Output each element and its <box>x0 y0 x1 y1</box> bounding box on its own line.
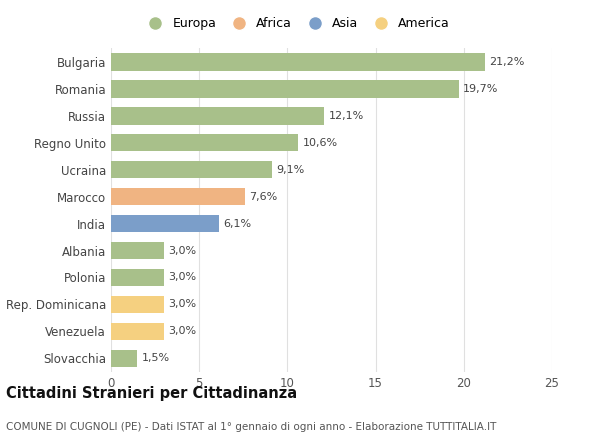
Text: 9,1%: 9,1% <box>276 165 304 175</box>
Text: 1,5%: 1,5% <box>142 353 170 363</box>
Bar <box>111 53 485 71</box>
Bar <box>111 188 245 205</box>
Text: 21,2%: 21,2% <box>490 57 525 67</box>
Text: 3,0%: 3,0% <box>169 326 196 336</box>
Text: 12,1%: 12,1% <box>329 111 364 121</box>
Text: 3,0%: 3,0% <box>169 300 196 309</box>
Text: 10,6%: 10,6% <box>302 138 338 148</box>
Text: COMUNE DI CUGNOLI (PE) - Dati ISTAT al 1° gennaio di ogni anno - Elaborazione TU: COMUNE DI CUGNOLI (PE) - Dati ISTAT al 1… <box>6 422 496 433</box>
Bar <box>111 80 458 98</box>
Bar <box>111 107 325 125</box>
Legend: Europa, Africa, Asia, America: Europa, Africa, Asia, America <box>142 18 450 30</box>
Bar <box>111 349 137 367</box>
Bar <box>111 242 164 259</box>
Text: 3,0%: 3,0% <box>169 246 196 256</box>
Text: 7,6%: 7,6% <box>250 192 278 202</box>
Bar <box>111 161 272 179</box>
Bar <box>111 296 164 313</box>
Text: Cittadini Stranieri per Cittadinanza: Cittadini Stranieri per Cittadinanza <box>6 386 297 401</box>
Bar <box>111 134 298 151</box>
Bar <box>111 215 218 232</box>
Text: 19,7%: 19,7% <box>463 84 498 94</box>
Bar <box>111 323 164 340</box>
Bar <box>111 269 164 286</box>
Text: 6,1%: 6,1% <box>223 219 251 228</box>
Text: 3,0%: 3,0% <box>169 272 196 282</box>
